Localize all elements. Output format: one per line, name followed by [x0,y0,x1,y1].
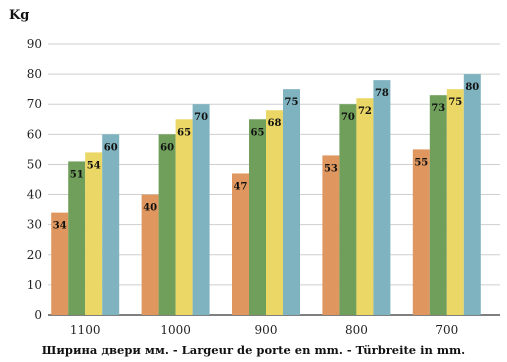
data-label: 68 [268,118,282,129]
data-label: 70 [194,112,208,123]
y-tick-label: 40 [27,188,42,202]
data-label: 65 [251,127,265,138]
bar [232,173,249,315]
bar [356,98,374,315]
y-tick-label: 60 [27,127,42,141]
bar [85,152,103,315]
bar [266,110,283,315]
bar [158,134,176,315]
bar [102,134,120,315]
data-label: 51 [70,169,84,180]
x-tick-label: 900 [255,323,278,337]
bar [249,119,266,316]
data-label: 47 [234,181,248,192]
data-label: 70 [341,112,355,123]
bar [141,194,159,315]
data-label: 60 [160,142,174,153]
x-tick-label: 1100 [70,323,101,337]
x-tick-label: 700 [435,323,458,337]
y-tick-label: 20 [27,248,42,262]
bar [192,104,210,315]
bar [373,80,391,315]
data-label: 72 [358,106,372,117]
y-tick-label: 70 [27,97,42,111]
bar [446,89,464,316]
data-label: 78 [375,88,389,99]
y-tick-label: 80 [27,67,42,81]
data-label: 55 [414,157,428,168]
y-tick-label: 10 [27,278,42,292]
x-tick-label: 1000 [160,323,191,337]
bar [412,149,430,315]
data-label: 75 [285,97,299,108]
data-label: 34 [53,221,67,232]
data-label: 54 [87,160,101,171]
x-tick-label: 800 [345,323,368,337]
bar [175,119,193,316]
bar [463,74,481,315]
data-label: 53 [324,163,338,174]
y-tick-label: 0 [34,308,42,322]
bar [283,89,300,316]
y-tick-label: 50 [27,157,42,171]
x-axis-label: Ширина двери мм. - Largeur de porte en m… [41,343,466,357]
data-label: 73 [431,103,445,114]
data-label: 65 [177,127,191,138]
bar [429,95,447,315]
y-axis-label: Kg [9,8,30,23]
data-label: 75 [448,97,462,108]
bar [68,161,86,315]
y-tick-label: 90 [27,37,42,51]
y-tick-label: 30 [27,218,42,232]
data-label: 80 [465,82,479,93]
data-label: 40 [143,203,157,214]
bar [322,155,340,315]
bar [339,104,357,315]
data-label: 60 [104,142,118,153]
bar [51,212,69,315]
